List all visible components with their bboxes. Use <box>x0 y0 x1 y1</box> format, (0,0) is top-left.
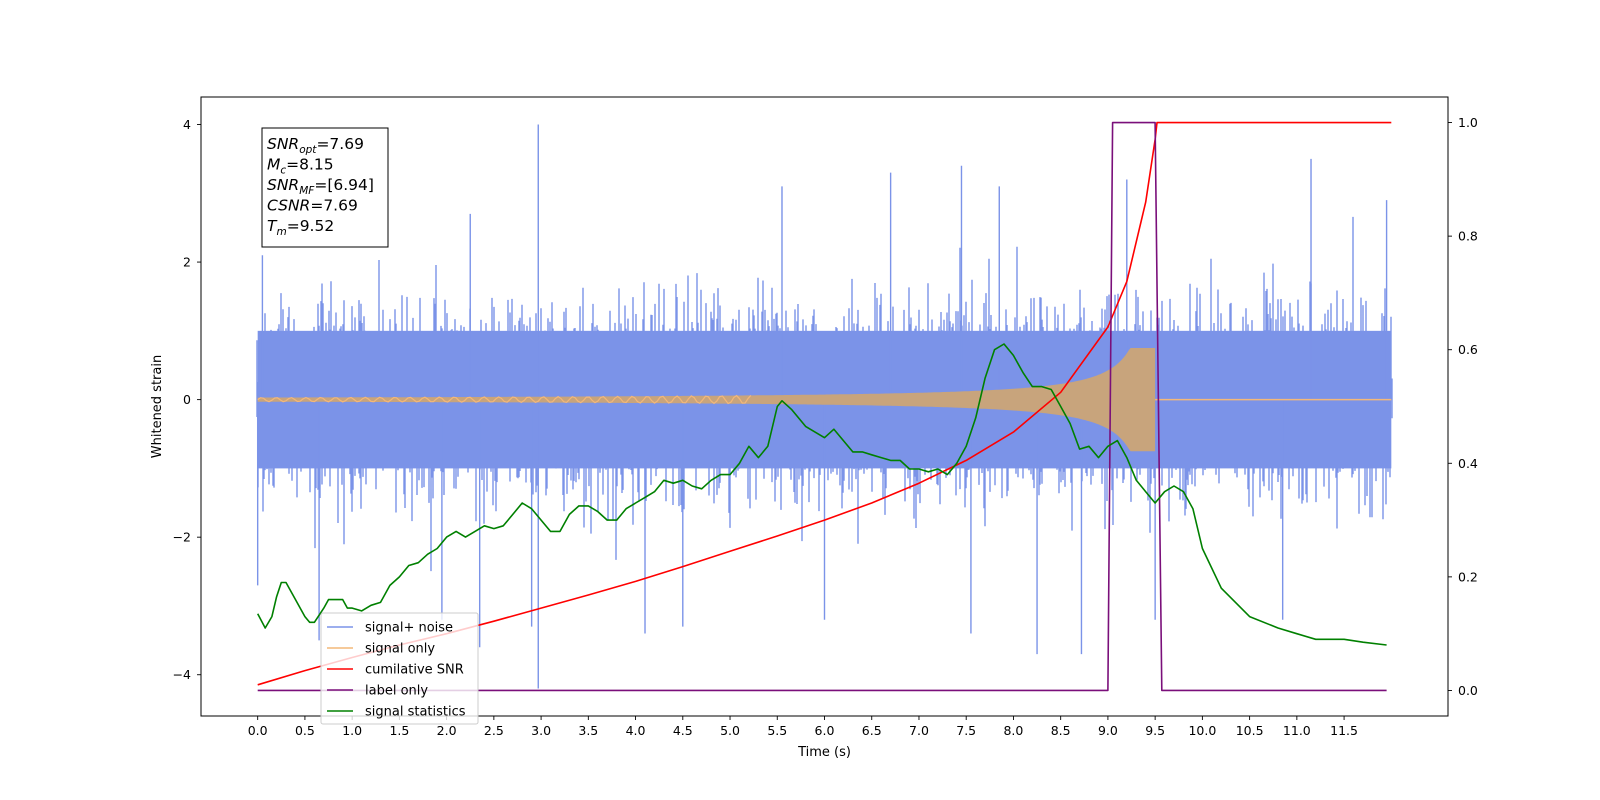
x-tick-label: 3.5 <box>578 723 598 738</box>
x-tick-label: 6.5 <box>862 723 882 738</box>
y-tick-label: 4 <box>183 117 191 132</box>
x-tick-label: 7.5 <box>956 723 976 738</box>
x-tick-label: 4.0 <box>626 723 646 738</box>
x-tick-label: 11.0 <box>1283 723 1311 738</box>
x-tick-label: 8.0 <box>1003 723 1023 738</box>
signal-statistics-line <box>256 343 1387 646</box>
legend-label: label only <box>365 684 428 699</box>
signal-only-line <box>257 394 752 405</box>
x-tick-label: 9.5 <box>1145 723 1165 738</box>
stats-line: Mc=8.15 <box>267 156 334 177</box>
signal-only-series <box>257 348 1392 452</box>
y-right-tick-label: 0.2 <box>1458 569 1478 584</box>
legend: signal+ noise signal only cumilative SNR la… <box>320 612 479 725</box>
y-right-tick-label: 0.8 <box>1458 229 1478 244</box>
x-tick-label: 4.5 <box>673 723 693 738</box>
y-axis-label: Whitened strain <box>150 355 165 458</box>
x-tick-label: 9.0 <box>1098 723 1118 738</box>
stats-line: Tm=9.52 <box>267 217 334 238</box>
y-right-tick-label: 0.0 <box>1458 683 1478 698</box>
legend-label: cumilative SNR <box>365 663 464 678</box>
x-tick-label: 5.0 <box>720 723 740 738</box>
y-right-tick-label: 0.4 <box>1458 456 1478 471</box>
y-tick-label: −2 <box>173 530 191 545</box>
y-tick-label: −4 <box>173 667 191 682</box>
x-tick-label: 0.5 <box>295 723 315 738</box>
stats-line: SNRMF=[6.94] <box>267 176 374 197</box>
label-only-line <box>257 121 1387 692</box>
stats-line: CSNR=7.69 <box>267 197 358 215</box>
x-tick-label: 1.5 <box>389 723 409 738</box>
y-axis-left: −4 −2 0 2 4 <box>173 117 201 682</box>
y-right-tick-label: 1.0 <box>1458 115 1478 130</box>
signal-noise-series <box>256 124 1393 689</box>
x-tick-label: 1.0 <box>342 723 362 738</box>
stats-box-frame <box>261 127 389 248</box>
stats-line: SNRopt=7.69 <box>267 135 364 156</box>
x-tick-label: 2.0 <box>437 723 457 738</box>
x-tick-label: 8.5 <box>1051 723 1071 738</box>
x-axis: 0.0 0.5 1.0 1.5 2.0 2.5 3.0 3.5 4.0 4.5 5.0 5.5 6.0 6… <box>248 716 1358 738</box>
x-tick-label: 2.5 <box>484 723 504 738</box>
x-tick-label: 0.0 <box>248 723 268 738</box>
y-right-tick-label: 0.6 <box>1458 342 1478 357</box>
legend-label: signal+ noise <box>365 621 453 636</box>
legend-frame <box>320 612 479 725</box>
y-axis-right: 0.0 0.2 0.4 0.6 0.8 1.0 <box>1448 115 1478 698</box>
legend-label: signal only <box>365 642 435 657</box>
x-tick-label: 10.0 <box>1188 723 1216 738</box>
y-tick-label: 2 <box>183 255 191 270</box>
x-tick-label: 11.5 <box>1330 723 1358 738</box>
legend-label: signal statistics <box>365 705 466 720</box>
x-tick-label: 5.5 <box>767 723 787 738</box>
signal-only-envelope <box>257 348 1156 452</box>
y-tick-label: 0 <box>183 392 191 407</box>
x-tick-label: 6.0 <box>815 723 835 738</box>
x-tick-label: 3.0 <box>531 723 551 738</box>
x-tick-label: 10.5 <box>1236 723 1264 738</box>
x-tick-label: 7.0 <box>909 723 929 738</box>
x-axis-label: Time (s) <box>797 745 851 760</box>
